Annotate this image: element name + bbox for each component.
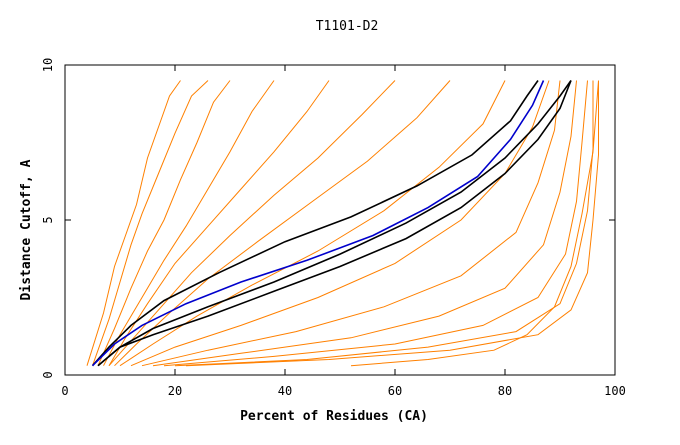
models-line-9 [141,80,561,367]
models-line-1 [92,80,209,366]
models-line-13 [185,80,599,367]
y-tick-label: 0 [41,371,55,378]
models-line-6 [114,80,451,367]
y-axis-label: Distance Cutoff, A [19,159,34,300]
x-tick-label: 20 [168,384,182,398]
models-line-2 [97,80,231,366]
models-line-8 [130,80,550,367]
y-tick-label: 5 [41,216,55,223]
models-line-10 [152,80,577,367]
x-tick-label: 40 [278,384,292,398]
y-axis-ticks: 0 5 10 [41,58,615,379]
x-tick-label: 80 [498,384,512,398]
models-line-3 [103,80,275,366]
x-tick-label: 100 [604,384,626,398]
models-line-7 [119,80,506,367]
reference-line-18 [91,80,545,367]
models-line-11 [163,80,588,367]
models-line-4 [108,80,330,366]
models-line-14 [350,80,599,367]
models-line-5 [108,80,396,367]
x-tick-label: 0 [61,384,68,398]
x-axis-label: Percent of Residues (CA) [240,409,428,424]
x-axis-ticks: 0 20 40 60 80 100 [61,65,626,398]
highlight-line-16 [97,80,572,367]
y-tick-label: 10 [41,58,55,72]
highlight-line-15 [91,80,539,367]
plot-lines [86,80,599,367]
chart-title: T1101-D2 [316,19,379,34]
models-line-0 [86,80,181,366]
models-line-12 [174,80,594,367]
highlight-line-17 [97,80,572,367]
x-tick-label: 60 [388,384,402,398]
